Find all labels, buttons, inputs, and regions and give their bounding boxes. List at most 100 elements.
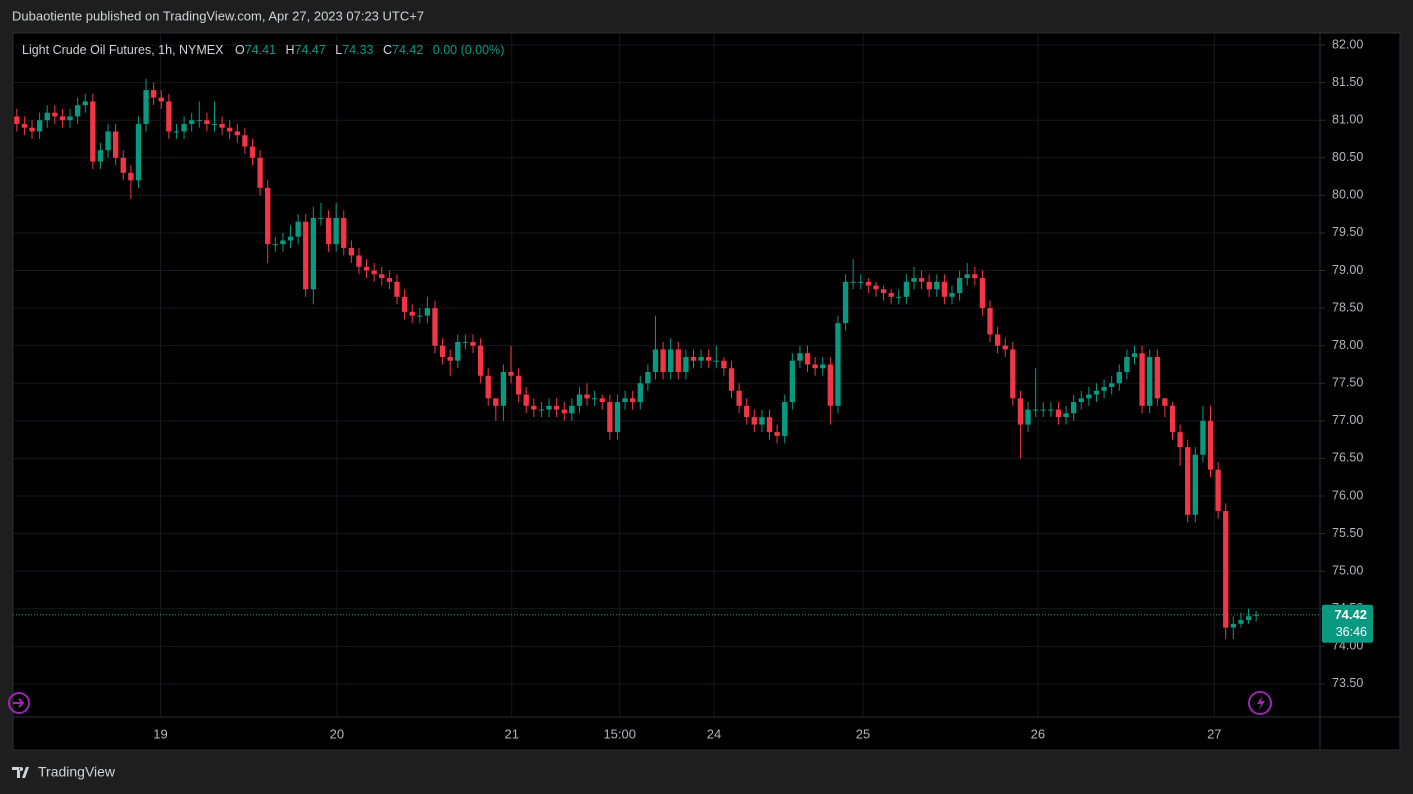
body (1200, 420, 1206, 455)
body (888, 293, 894, 297)
body (812, 364, 818, 369)
body (52, 112, 58, 117)
y-tick-label: 73.50 (1332, 676, 1363, 690)
body (1147, 356, 1153, 406)
body (850, 281, 856, 283)
body (766, 417, 773, 433)
legend: Light Crude Oil Futures, 1h, NYMEX O74.4… (22, 43, 504, 57)
body (287, 236, 294, 241)
legend-low: 74.33 (342, 43, 373, 57)
y-tick-label: 80.00 (1332, 188, 1363, 202)
body (1124, 356, 1130, 372)
body (630, 398, 636, 403)
body (964, 274, 970, 279)
body (257, 157, 263, 188)
body (409, 311, 415, 316)
icon-ring (8, 692, 30, 714)
body (614, 402, 621, 433)
icon-arrow (13, 698, 25, 708)
legend-change: 0.00 (0.00%) (433, 43, 505, 57)
body (789, 360, 795, 403)
body (318, 217, 324, 219)
body (1116, 371, 1122, 384)
body (782, 402, 788, 436)
body (112, 131, 119, 158)
grid (13, 33, 1320, 717)
legend-close: 74.42 (392, 43, 423, 57)
body (36, 120, 43, 132)
body (736, 390, 742, 406)
body (865, 281, 872, 286)
countdown-label: 36:46 (1336, 625, 1367, 639)
body (804, 353, 811, 365)
body (493, 398, 499, 406)
body (1238, 620, 1244, 624)
legend-title: Light Crude Oil Futures, 1h, NYMEX (22, 43, 224, 57)
body (858, 281, 864, 283)
body (979, 278, 986, 309)
body (956, 278, 963, 294)
legend-open: 74.41 (245, 43, 276, 57)
brand-name: TradingView (38, 764, 116, 780)
bottom-left-icon[interactable] (8, 692, 30, 714)
body (820, 364, 826, 369)
body (660, 349, 666, 372)
body (325, 217, 332, 245)
body (356, 255, 362, 267)
y-tick-label: 75.00 (1332, 563, 1363, 577)
body (272, 244, 278, 246)
body (576, 394, 583, 406)
body (158, 97, 164, 102)
body (842, 281, 849, 324)
y-tick-label: 79.50 (1332, 225, 1363, 239)
body (1048, 409, 1054, 411)
y-tick-label: 76.00 (1332, 488, 1363, 502)
body (211, 123, 218, 125)
body (569, 405, 575, 414)
lightning-icon[interactable] (1248, 691, 1272, 715)
body (546, 405, 552, 410)
x-tick-label: 21 (505, 726, 519, 741)
body (934, 281, 940, 290)
body (584, 394, 590, 399)
x-tick-label: 19 (153, 726, 167, 741)
body (1017, 398, 1024, 425)
body (1169, 405, 1176, 433)
y-tick-label: 82.00 (1332, 37, 1363, 51)
body (189, 120, 195, 124)
body (341, 217, 347, 248)
y-tick-label: 77.00 (1332, 413, 1363, 427)
body (637, 383, 643, 403)
body (1253, 614, 1259, 616)
body (128, 172, 134, 181)
body (432, 308, 438, 346)
body (59, 116, 66, 121)
body (401, 296, 408, 312)
y-tick-label: 79.00 (1332, 263, 1363, 277)
body (303, 221, 309, 290)
body (1192, 454, 1198, 515)
body (553, 405, 560, 410)
body (531, 405, 537, 410)
body (196, 120, 202, 122)
body (880, 289, 887, 294)
body (249, 146, 256, 158)
body (120, 157, 126, 173)
body (972, 274, 978, 279)
axes: 73.5074.0074.5075.0075.5076.0076.5077.00… (13, 37, 1373, 741)
candles (14, 78, 1259, 639)
body (941, 281, 948, 297)
body (1025, 409, 1031, 425)
body (1162, 398, 1168, 406)
body (1139, 353, 1145, 406)
x-tick-label: 24 (707, 726, 721, 741)
body (949, 293, 955, 297)
y-tick-label: 77.50 (1332, 376, 1363, 390)
x-tick-label: 25 (856, 726, 870, 741)
legend-c: C (383, 43, 392, 57)
body (987, 308, 993, 335)
body (918, 278, 925, 282)
body (371, 270, 377, 275)
body (242, 135, 248, 147)
